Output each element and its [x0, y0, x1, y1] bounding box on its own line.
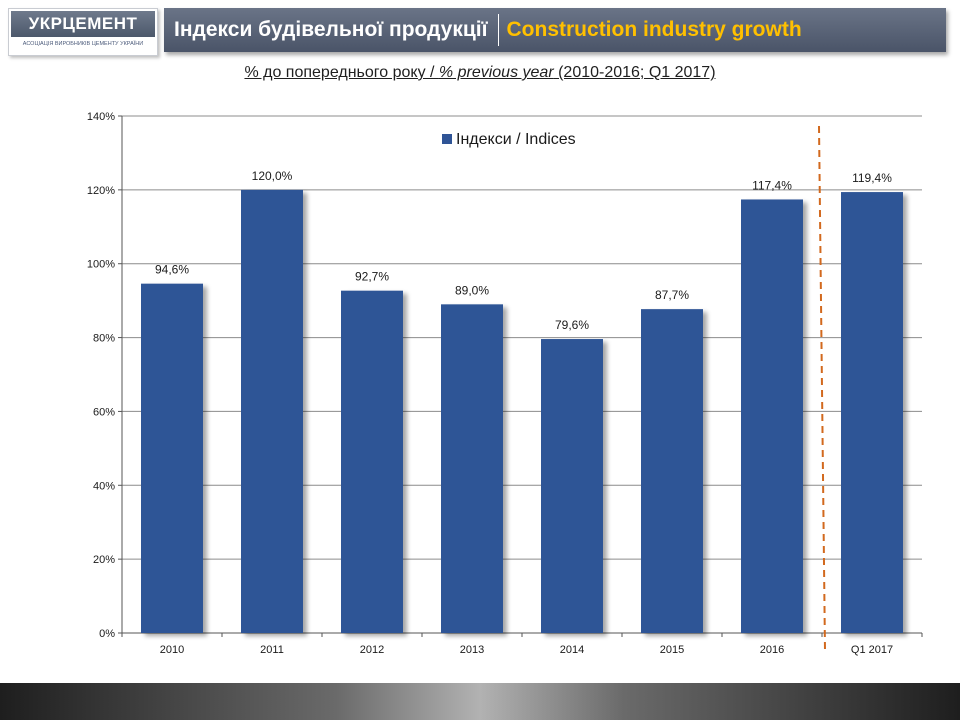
- logo-name: УКРЦЕМЕНТ: [11, 11, 155, 37]
- subtitle-en: % previous year: [438, 64, 554, 81]
- bar: [841, 192, 903, 633]
- x-tick-label: 2015: [660, 644, 684, 656]
- data-label: 89,0%: [455, 283, 489, 297]
- data-label: 87,7%: [655, 288, 689, 302]
- y-tick-label: 140%: [87, 111, 115, 123]
- y-tick-label: 0%: [99, 628, 115, 640]
- x-tick-label: 2010: [160, 644, 184, 656]
- bar: [341, 290, 403, 633]
- data-label: 79,6%: [555, 318, 589, 332]
- period-divider: [818, 125, 826, 652]
- bars: [141, 189, 903, 634]
- bar: [241, 189, 303, 633]
- bar: [641, 309, 703, 633]
- data-label: 120,0%: [252, 169, 293, 183]
- data-label: 119,4%: [852, 171, 892, 185]
- logo-subtitle: АСОЦІАЦІЯ ВИРОБНИКІВ ЦЕМЕНТУ УКРАЇНИ: [22, 41, 144, 47]
- y-tick-label: 80%: [93, 333, 115, 345]
- data-labels: 94,6% 120,0% 92,7% 89,0% 79,6% 87,7% 117,4% 119…: [155, 169, 892, 332]
- page-title-ua: Індекси будівельної продукції: [174, 18, 488, 41]
- legend-swatch: [442, 134, 452, 144]
- x-tick-label: 2011: [260, 644, 284, 656]
- page-title-en: Construction industry growth: [506, 18, 802, 41]
- data-label: 92,7%: [355, 270, 389, 284]
- y-tick-label: 40%: [93, 480, 115, 492]
- data-label: 117,4%: [752, 178, 792, 192]
- y-tick-label: 120%: [87, 185, 115, 197]
- x-tick-label: Q1 2017: [851, 644, 893, 656]
- footer-band: [0, 683, 960, 720]
- y-tick-label: 60%: [93, 406, 115, 418]
- y-tick-label: 100%: [87, 259, 115, 271]
- x-tick-label: 2016: [760, 644, 784, 656]
- x-tick-label: 2013: [460, 644, 484, 656]
- legend-label: Індекси / Indices: [456, 131, 576, 148]
- bar: [141, 283, 203, 633]
- data-label: 94,6%: [155, 263, 189, 277]
- subtitle-ua: % до попереднього року /: [244, 64, 439, 81]
- bar: [741, 199, 803, 634]
- x-tick-label: 2014: [560, 644, 584, 656]
- y-tick-label: 20%: [93, 554, 115, 566]
- bar: [441, 304, 503, 633]
- subtitle-period: (2010-2016; Q1 2017): [553, 64, 716, 81]
- logo: УКРЦЕМЕНТ АСОЦІАЦІЯ ВИРОБНИКІВ ЦЕМЕНТУ У…: [8, 8, 158, 56]
- title-bar: Індекси будівельної продукції Constructi…: [164, 8, 946, 52]
- bar: [541, 339, 603, 633]
- legend: Індекси / Indices: [442, 131, 576, 148]
- chart-subtitle: % до попереднього року / % previous year…: [0, 64, 960, 82]
- x-tick-label: 2012: [360, 644, 384, 656]
- title-separator: [497, 14, 499, 46]
